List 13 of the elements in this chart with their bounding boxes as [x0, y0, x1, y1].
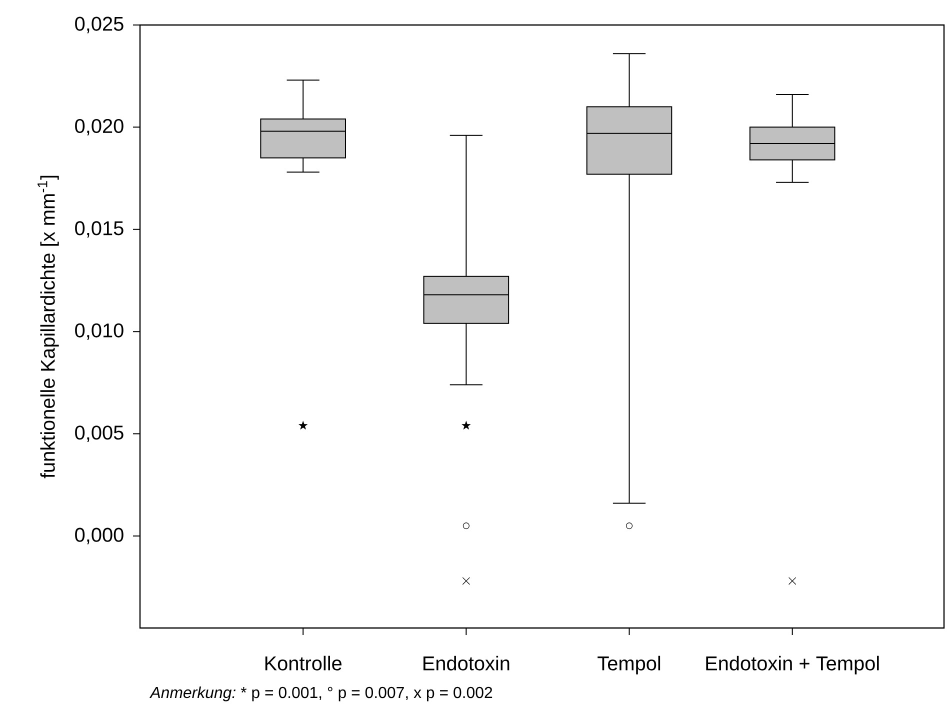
y-tick-label: 0,025 [75, 16, 124, 34]
y-tick-label: 0,020 [75, 118, 124, 136]
x-tick-label: Tempol [598, 656, 660, 674]
x-tick-label: Endotoxin + Tempol [706, 656, 879, 674]
text: Anmerkung: [149, 686, 236, 702]
y-tick-label: 0,010 [75, 323, 124, 340]
y-tick-label: 0,005 [75, 426, 124, 442]
x-tick-label: Kontrolle [265, 656, 342, 670]
y-tick-label: 0,015 [75, 221, 124, 238]
y-axis-title: funktionelle Kapillardichte [x mm$^{-1}$] [38, 176, 59, 478]
x-tick-label: Endotoxin [424, 656, 510, 670]
y-tick-label: 0,000 [75, 528, 124, 544]
text: * p = 0.001, ° p = 0.007, x p = 0.002 [240, 686, 492, 702]
